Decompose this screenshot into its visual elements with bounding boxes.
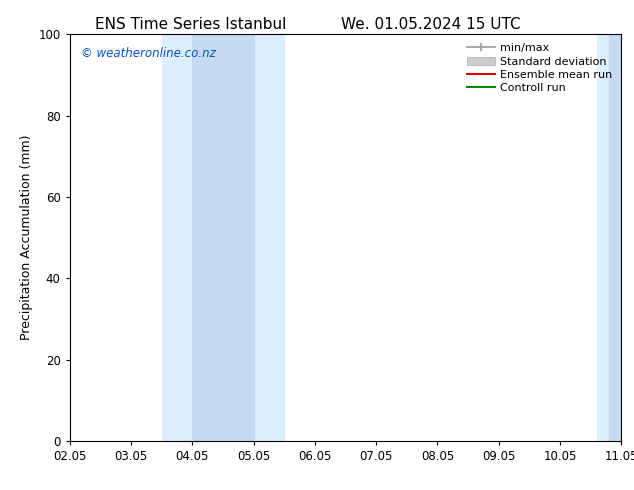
Text: We. 01.05.2024 15 UTC: We. 01.05.2024 15 UTC [341,17,521,32]
Bar [162,34,284,441]
Text: © weatheronline.co.nz: © weatheronline.co.nz [81,47,216,59]
Bar [192,34,254,441]
Bar [609,34,633,441]
Bar [597,34,634,441]
Text: ENS Time Series Istanbul: ENS Time Series Istanbul [94,17,286,32]
Legend: min/max, Standard deviation, Ensemble mean run, Controll run: min/max, Standard deviation, Ensemble me… [463,40,616,97]
Y-axis label: Precipitation Accumulation (mm): Precipitation Accumulation (mm) [20,135,33,341]
